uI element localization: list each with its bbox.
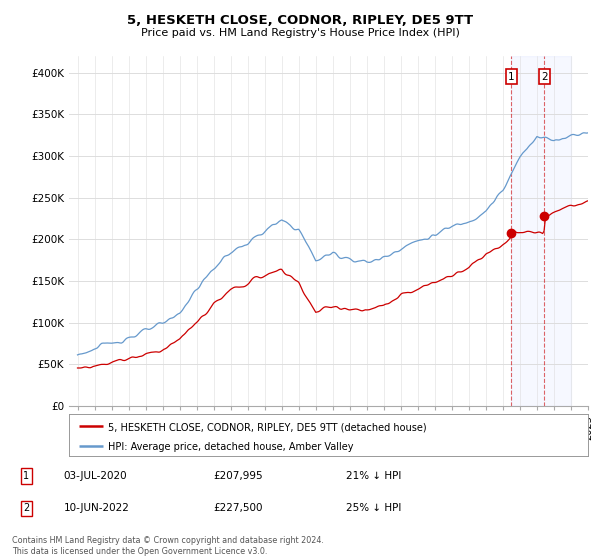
Text: 2: 2: [541, 72, 548, 82]
Text: 10-JUN-2022: 10-JUN-2022: [64, 503, 130, 514]
Text: 5, HESKETH CLOSE, CODNOR, RIPLEY, DE5 9TT (detached house): 5, HESKETH CLOSE, CODNOR, RIPLEY, DE5 9T…: [108, 422, 427, 432]
Text: 2: 2: [23, 503, 29, 514]
Text: 1: 1: [23, 471, 29, 481]
Text: 1: 1: [508, 72, 515, 82]
Text: £207,995: £207,995: [214, 471, 263, 481]
Text: Contains HM Land Registry data © Crown copyright and database right 2024.
This d: Contains HM Land Registry data © Crown c…: [12, 536, 324, 556]
Text: 5, HESKETH CLOSE, CODNOR, RIPLEY, DE5 9TT: 5, HESKETH CLOSE, CODNOR, RIPLEY, DE5 9T…: [127, 14, 473, 27]
Text: 21% ↓ HPI: 21% ↓ HPI: [346, 471, 401, 481]
Text: £227,500: £227,500: [214, 503, 263, 514]
Text: Price paid vs. HM Land Registry's House Price Index (HPI): Price paid vs. HM Land Registry's House …: [140, 28, 460, 38]
Text: HPI: Average price, detached house, Amber Valley: HPI: Average price, detached house, Ambe…: [108, 442, 353, 452]
Text: 03-JUL-2020: 03-JUL-2020: [64, 471, 127, 481]
Text: 25% ↓ HPI: 25% ↓ HPI: [346, 503, 401, 514]
Bar: [511, 56, 571, 406]
